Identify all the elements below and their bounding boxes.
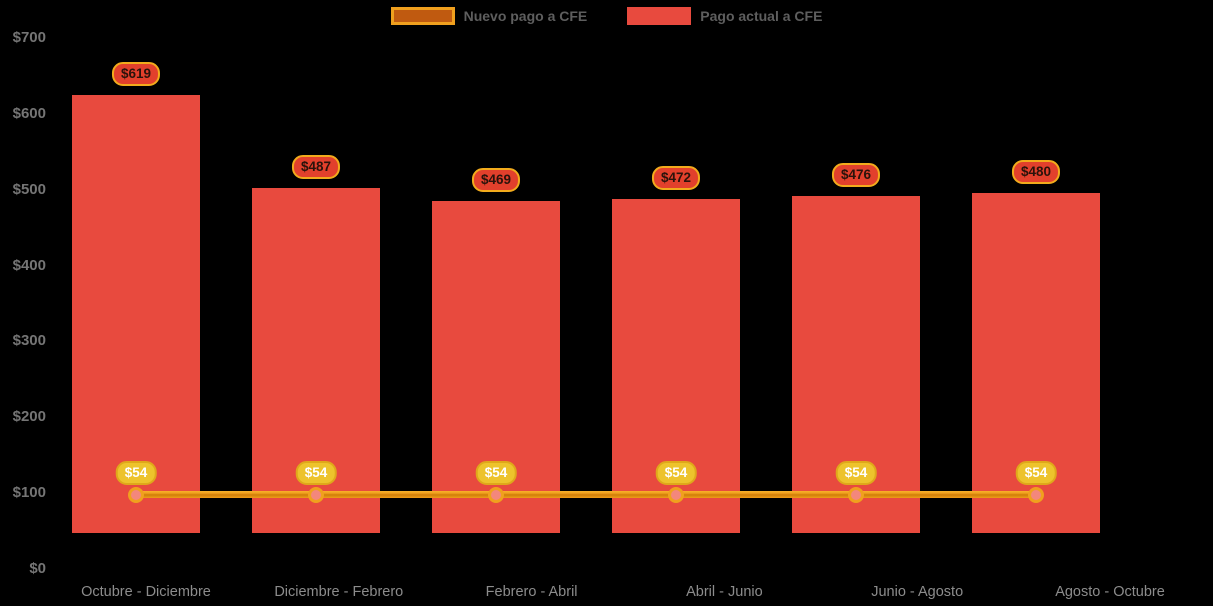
y-axis-label: $300 [12,332,46,350]
x-axis-label: Junio - Agosto [871,584,964,600]
line-value-badge: $54 [655,460,697,485]
bar-value-badge: $480 [1011,160,1061,185]
bar-value-badge: $469 [471,168,521,193]
y-axis-label: $0 [29,560,46,577]
line-value-badge: $54 [115,460,157,485]
x-axis-label: Abril - Junio [686,584,763,600]
y-axis-label: $500 [12,180,46,198]
line-value-badge: $54 [295,460,337,485]
line-point[interactable] [308,486,324,503]
x-axis-label: Agosto - Octubre [1055,584,1165,600]
bar-value-badge: $487 [291,155,341,180]
line-series-swatch-icon [390,7,455,25]
y-axis-label: $700 [12,28,46,46]
line-point[interactable] [1028,486,1044,503]
line-value-badge: $54 [475,460,517,485]
legend: Nuevo pago a CFE Pago actual a CFE [0,7,1213,25]
line-point[interactable] [848,486,864,503]
bar-series-swatch-icon [627,7,692,25]
y-axis-label: $600 [12,104,46,122]
y-axis-label: $200 [12,408,46,426]
line-series [136,491,1036,499]
bar-value-badge: $619 [111,61,161,86]
line-point[interactable] [488,486,504,503]
x-axis-label: Diciembre - Febrero [274,584,404,600]
legend-label-pago-actual: Pago actual a CFE [700,8,823,24]
x-axis-label: Octubre - Diciembre [81,584,211,600]
line-point[interactable] [128,486,144,503]
bar-value-badge: $476 [831,163,881,188]
y-axis-label: $100 [12,484,46,502]
bar-value-badge: $472 [651,165,701,190]
legend-item-nuevo-pago[interactable]: Nuevo pago a CFE [390,7,588,25]
bar[interactable] [72,94,200,533]
y-axis-label: $400 [12,256,46,274]
legend-item-pago-actual[interactable]: Pago actual a CFE [627,7,822,25]
line-value-badge: $54 [1015,460,1057,485]
legend-label-nuevo-pago: Nuevo pago a CFE [463,8,588,24]
line-point[interactable] [668,486,684,503]
line-value-badge: $54 [835,460,877,485]
x-axis-label: Febrero - Abril [485,584,578,600]
